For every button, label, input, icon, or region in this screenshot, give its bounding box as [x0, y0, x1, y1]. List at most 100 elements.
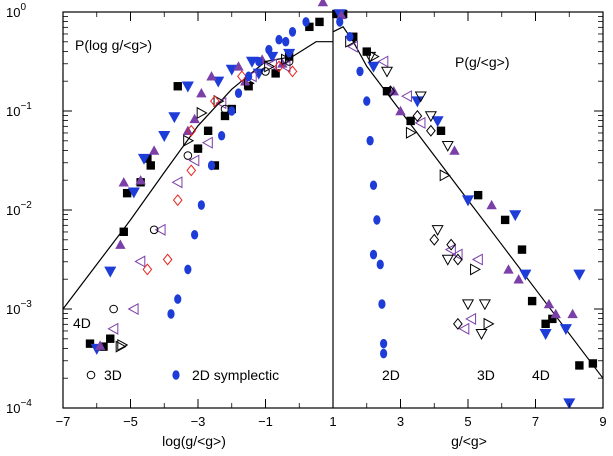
triangle-right-point [470, 263, 481, 276]
filled-circle-point [356, 66, 364, 77]
square-point [122, 188, 132, 198]
triangle-down-point [367, 61, 380, 73]
filled-circle-point [265, 44, 273, 55]
filled-circle-point [346, 31, 354, 42]
triangle-up-point [567, 308, 578, 319]
triangle-up-point [148, 145, 160, 155]
triangle-down-point [461, 195, 475, 207]
annotation-2d-right: 2D [382, 367, 400, 383]
triangle-down-point [478, 299, 491, 311]
triangle-left-point [401, 90, 412, 103]
filled-circle-point [275, 34, 283, 45]
diamond-point [210, 95, 220, 108]
square-point [85, 339, 95, 348]
data-points [85, 0, 598, 410]
plot-frame [62, 11, 604, 409]
x-tick-label: 1 [329, 414, 336, 429]
filled-circle-point [369, 249, 378, 260]
diamond-point [186, 164, 197, 177]
filled-circle-point [336, 17, 344, 27]
triangle-up-point [336, 9, 347, 20]
triangle-up-point [543, 298, 555, 309]
triangle-right-point [281, 53, 292, 66]
triangle-down-point [431, 225, 444, 237]
triangle-left-point [465, 312, 477, 325]
diamond-point [162, 253, 173, 266]
filled-circle-point [228, 106, 236, 116]
triangle-down-point [168, 112, 181, 124]
triangle-up-point [395, 105, 406, 116]
triangle-up-point [118, 177, 129, 187]
diamond-point [172, 194, 183, 207]
filled-circle-point [218, 130, 226, 141]
triangle-down-point [137, 153, 151, 165]
diamond-point [429, 233, 440, 246]
diamond-point [446, 238, 456, 251]
triangle-up-point [503, 264, 514, 274]
open-circle-point [86, 370, 96, 380]
left-fit-curve [62, 41, 333, 310]
filled-circle-point [174, 294, 182, 304]
square-point [362, 47, 371, 56]
diamond-point [453, 253, 463, 266]
annotation-4d-right: 4D [532, 367, 550, 383]
square-point [541, 319, 550, 329]
triangle-left-point [201, 136, 213, 149]
triangle-down-point [431, 116, 444, 128]
filled-circle-point [288, 27, 297, 37]
triangle-up-point [550, 308, 561, 319]
filled-circle-point [373, 215, 381, 225]
filled-circle-point [378, 299, 386, 309]
annotation-3d-left: 3D [104, 367, 122, 383]
triangle-left-point [188, 154, 200, 167]
triangle-left-point [127, 302, 139, 316]
triangle-right-point [196, 106, 208, 120]
filled-circle-point [366, 135, 374, 146]
diamond-point [453, 317, 463, 330]
annotation-4d-left: 4D [73, 315, 91, 331]
annotation-2d-symplectic: 2D symplectic [192, 367, 279, 383]
y-tick-label: 10−2 [6, 200, 32, 218]
square-point [203, 126, 213, 135]
square-point [500, 215, 510, 225]
triangle-up-point [94, 340, 106, 350]
triangle-down-point [245, 56, 259, 68]
diamond-point [237, 70, 247, 83]
filled-circle-point [302, 17, 310, 27]
triangle-down-point [283, 48, 296, 60]
filled-circle-point [363, 96, 371, 106]
open-circle-point [183, 151, 193, 160]
square-point [146, 161, 155, 170]
diamond-point [142, 263, 153, 276]
triangle-right-point [115, 340, 127, 353]
filled-circle-point [184, 264, 192, 275]
filled-circle-point [197, 200, 205, 210]
diamond-point [385, 85, 396, 98]
square-point [106, 334, 115, 343]
triangle-left-point [215, 97, 227, 110]
triangle-up-point [513, 274, 524, 284]
diamond-point [274, 60, 284, 73]
triangle-up-point [277, 58, 288, 68]
filled-circle-point [207, 160, 216, 171]
square-point [588, 359, 598, 368]
triangle-down-point [266, 51, 279, 63]
triangle-left-point [414, 116, 426, 129]
right-x-axis-title: g/<g> [451, 433, 487, 449]
triangle-down-point [539, 329, 552, 340]
triangle-down-point [424, 111, 437, 123]
triangle-left-point [347, 40, 358, 53]
axis-ticks: 10−4 10−3 10−2 10−1 100 −7 −5 −3 −1 1 3 5 7 9 [6, 2, 607, 429]
triangle-up-point [449, 145, 460, 155]
triangle-down-point [380, 66, 394, 78]
triangle-right-point [439, 169, 451, 182]
triangle-down-point [559, 324, 572, 336]
filled-circle-point [167, 309, 175, 319]
open-circle-point [261, 67, 270, 76]
x-tick-label: −7 [56, 414, 71, 429]
diamond-point [287, 65, 298, 78]
filled-circle-point [255, 56, 263, 67]
x-tick-label: 7 [532, 414, 539, 429]
triangle-left-point [154, 223, 166, 236]
open-circle-point [109, 304, 118, 314]
